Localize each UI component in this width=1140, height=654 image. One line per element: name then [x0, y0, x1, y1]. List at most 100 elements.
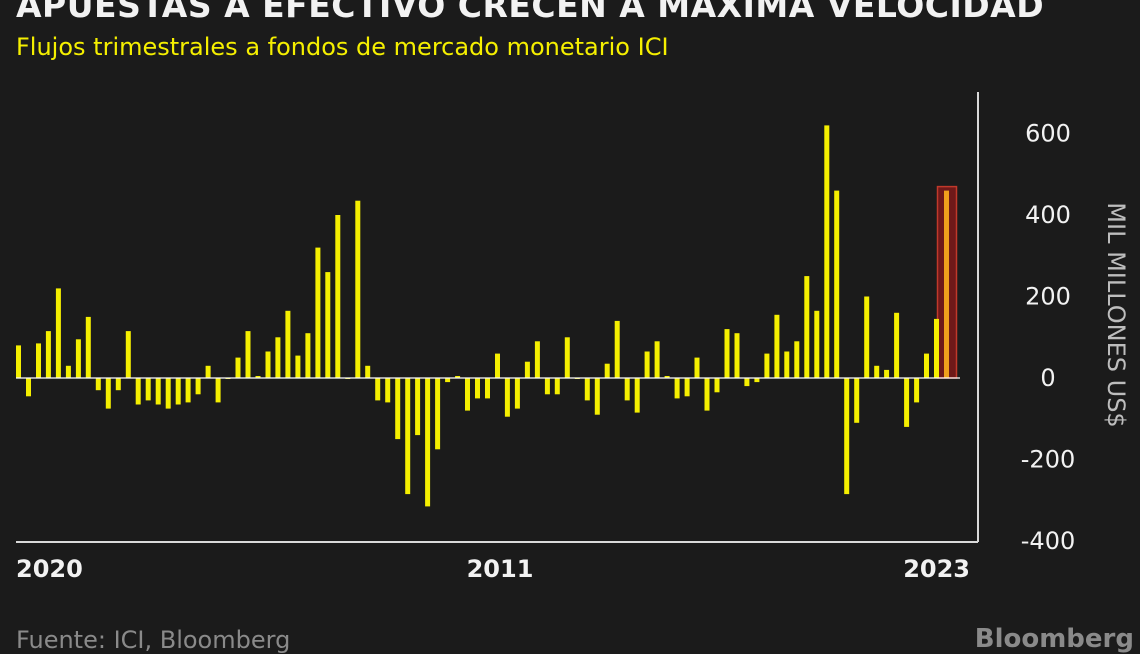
bar	[744, 378, 750, 387]
brand-logo: Bloomberg	[974, 624, 1134, 654]
bar	[205, 365, 211, 378]
bar	[634, 378, 640, 413]
y-tick-label: 0	[1040, 364, 1055, 392]
bar	[95, 378, 101, 391]
bar	[664, 376, 670, 378]
bar	[36, 343, 41, 378]
y-tick-label: 400	[1025, 201, 1071, 229]
chart-subtitle: Flujos trimestrales a fondos de mercado …	[16, 33, 669, 61]
bar	[864, 296, 870, 378]
bar-highlighted	[944, 190, 949, 378]
bar	[604, 363, 610, 378]
bar	[415, 378, 421, 436]
bar	[305, 333, 311, 378]
bar	[534, 341, 540, 378]
bar	[145, 378, 151, 401]
bar	[654, 341, 660, 378]
bar	[884, 369, 890, 378]
bar	[335, 215, 341, 378]
bar	[125, 331, 131, 378]
bar	[495, 353, 500, 378]
bar	[644, 351, 650, 378]
bar	[105, 378, 111, 409]
bar	[445, 378, 451, 383]
bar	[544, 378, 550, 395]
bar	[584, 378, 590, 401]
bar	[934, 318, 939, 378]
bar	[135, 378, 141, 405]
bar	[16, 345, 21, 378]
bar	[285, 310, 291, 378]
bar	[215, 378, 221, 403]
x-tick-label: 2011	[467, 555, 534, 583]
bar	[435, 378, 441, 450]
bar	[355, 200, 361, 378]
bar	[564, 337, 570, 379]
bar	[824, 125, 830, 379]
x-tick-label: 2020	[16, 555, 83, 583]
bar	[594, 378, 600, 415]
bar	[684, 378, 690, 397]
bar	[904, 378, 910, 427]
bar	[834, 190, 840, 378]
bar	[235, 357, 241, 378]
bar	[425, 378, 431, 507]
bar	[734, 333, 740, 378]
y-tick-label: -400	[1021, 527, 1075, 555]
bar	[375, 378, 381, 401]
x-tick-label: 2023	[903, 555, 970, 583]
bar	[794, 341, 800, 378]
bar	[385, 378, 391, 403]
bar	[185, 378, 191, 403]
bar	[65, 365, 71, 378]
bar	[814, 310, 820, 378]
bar	[405, 378, 411, 495]
bar	[485, 378, 490, 399]
bar	[624, 378, 630, 401]
bar	[455, 376, 461, 378]
bar	[465, 378, 470, 411]
bar	[754, 378, 760, 383]
y-axis-label: MIL MILLONES US$	[1102, 202, 1130, 427]
bar	[115, 378, 121, 391]
y-tick-label: -200	[1021, 446, 1075, 474]
bar	[325, 272, 331, 378]
source-note: Fuente: ICI, Bloomberg	[16, 626, 291, 654]
bar	[85, 316, 91, 378]
bar	[265, 351, 271, 378]
bar	[724, 329, 730, 378]
bar	[694, 357, 700, 378]
bar	[554, 378, 560, 395]
bar	[26, 378, 31, 397]
bar	[295, 355, 301, 378]
bar	[704, 378, 710, 411]
bar	[514, 378, 520, 409]
bar	[165, 378, 171, 409]
bar	[764, 353, 770, 378]
bar	[774, 314, 780, 378]
bar	[155, 378, 161, 405]
y-tick-label: 600	[1025, 120, 1071, 148]
y-tick-label: 200	[1025, 283, 1071, 311]
bar	[195, 378, 201, 395]
bar	[784, 351, 790, 378]
bar	[924, 353, 929, 378]
bar	[45, 331, 51, 378]
bar	[844, 378, 850, 495]
bar	[245, 331, 251, 378]
bar	[475, 378, 480, 399]
bar	[854, 378, 860, 423]
bar	[55, 288, 61, 378]
bar	[75, 339, 81, 378]
bar	[894, 312, 900, 378]
bar	[674, 378, 680, 399]
chart-title: APUESTAS A EFECTIVO CRECEN A MÁXIMA VELO…	[16, 0, 1045, 25]
bar	[524, 361, 530, 378]
bar	[504, 378, 510, 417]
bar	[874, 365, 880, 378]
bar	[315, 247, 321, 378]
bar	[275, 337, 281, 379]
bar	[714, 378, 720, 393]
bar	[175, 378, 181, 405]
